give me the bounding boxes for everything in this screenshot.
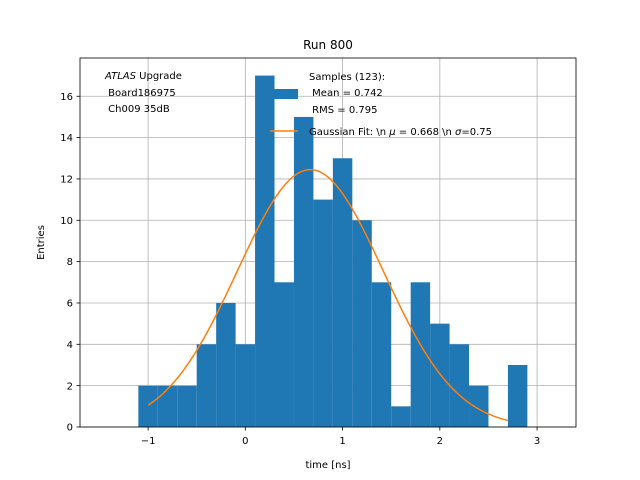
legend-samples-patch	[270, 89, 298, 99]
histogram-bar	[313, 199, 333, 427]
histogram-bar	[371, 282, 392, 427]
atlas-annotation: ATLAS Upgrade Board186975 Ch009 35dB	[104, 71, 182, 115]
histogram-bar	[469, 385, 489, 427]
y-axis-label: Entries	[36, 225, 47, 260]
histogram-bar	[293, 116, 314, 428]
axes-frame	[79, 57, 577, 428]
annotation-channel: Ch009 35dB	[105, 104, 170, 115]
legend-fit-suffix: =0.75	[461, 127, 492, 138]
legend-fit-sigma: σ	[455, 127, 462, 138]
y-tick-label: 4	[67, 340, 73, 351]
atlas-label: ATLAS	[104, 71, 137, 82]
legend-fit-middle: = 0.668 \n	[396, 127, 455, 138]
legend: Samples (123): Mean = 0.742 RMS = 0.795 …	[270, 72, 492, 138]
legend-fit-prefix: Gaussian Fit: \n	[309, 127, 389, 138]
histogram-bar	[255, 75, 275, 428]
histogram-bar	[274, 282, 294, 427]
legend-fit-label: Gaussian Fit: \n μ = 0.668 \n σ=0.75	[309, 127, 492, 138]
y-tick-label: 6	[67, 299, 73, 310]
x-tick-label: 3	[534, 436, 540, 447]
histogram-bar	[177, 385, 197, 427]
histogram-bar	[157, 385, 178, 427]
x-tick-label: −1	[141, 436, 156, 447]
histogram-bar	[430, 323, 450, 427]
legend-samples-rms: RMS = 0.795	[309, 105, 377, 116]
y-tick-label: 14	[60, 133, 73, 144]
atlas-suffix: Upgrade	[136, 71, 182, 82]
x-tick-label: 0	[242, 436, 248, 447]
x-tick-label: 1	[339, 436, 345, 447]
histogram-bar	[332, 158, 353, 427]
x-tick-label: 2	[437, 436, 443, 447]
gaussian-fit-curve	[147, 168, 509, 422]
histogram-bar	[391, 406, 411, 427]
y-tick-label: 12	[60, 175, 73, 186]
y-tick-label: 2	[67, 381, 73, 392]
histogram-bar	[410, 282, 431, 427]
y-tick-label: 16	[60, 92, 73, 103]
legend-samples-title: Samples (123):	[309, 72, 385, 83]
histogram-bar	[352, 220, 372, 427]
histogram-bar	[507, 364, 528, 427]
x-axis-label: time [ns]	[305, 460, 350, 471]
legend-samples-mean: Mean = 0.742	[309, 88, 383, 99]
histogram-bar	[138, 385, 158, 427]
annotation-line-1: ATLAS Upgrade	[104, 71, 182, 82]
histogram-bar	[449, 344, 470, 427]
y-tick-label: 10	[60, 216, 73, 227]
y-tick-label: 8	[67, 257, 73, 268]
y-tick-label: 0	[67, 423, 73, 434]
histogram-bar	[235, 344, 256, 427]
legend-fit-mu: μ	[388, 127, 395, 138]
chart-title: Run 800	[303, 38, 353, 52]
annotation-board: Board186975	[105, 88, 176, 99]
histogram-bar	[196, 344, 217, 427]
histogram-bar	[216, 302, 236, 427]
